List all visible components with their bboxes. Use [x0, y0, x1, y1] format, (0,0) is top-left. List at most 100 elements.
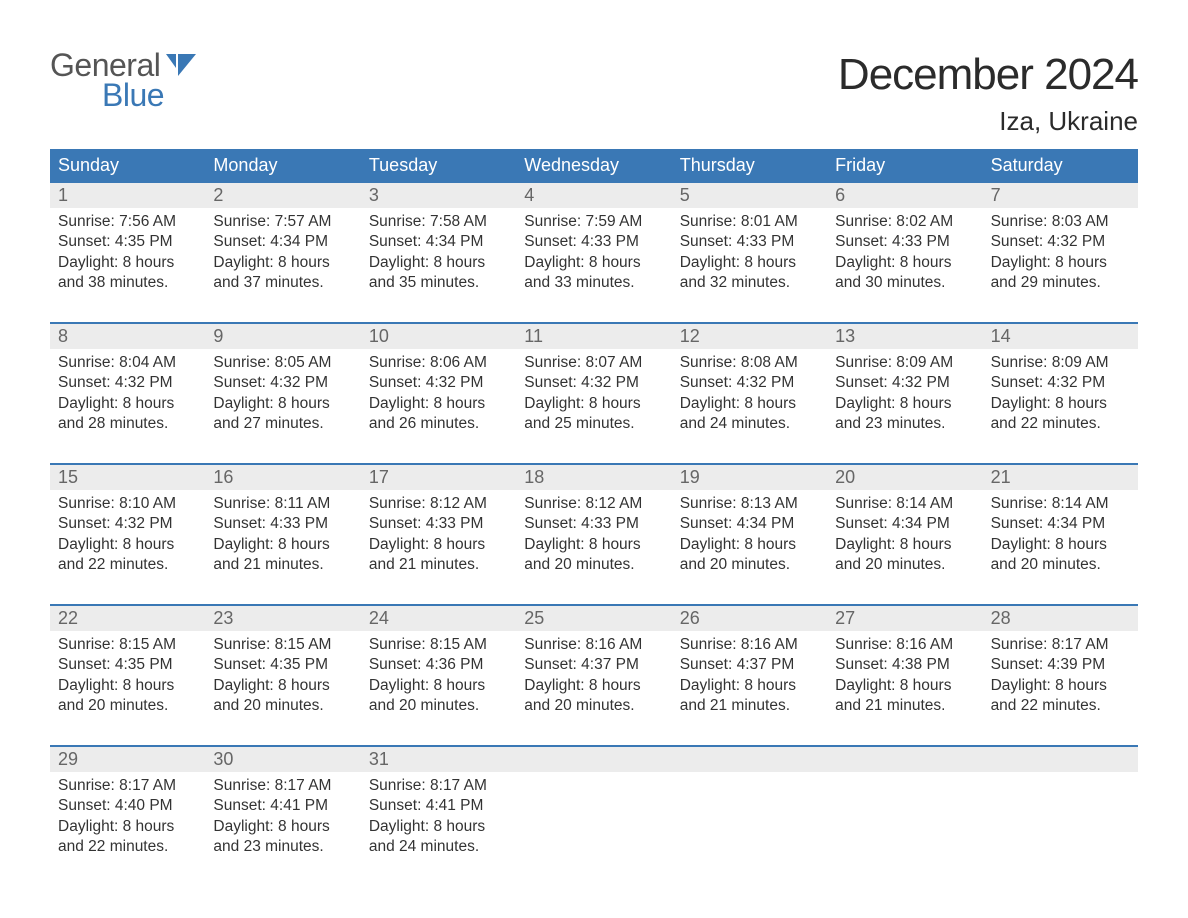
logo-text-top: General: [50, 50, 164, 80]
daylight-line: Daylight: 8 hours and 21 minutes.: [369, 535, 508, 576]
weekday-header-row: SundayMondayTuesdayWednesdayThursdayFrid…: [50, 149, 1138, 183]
day-cell: Sunrise: 8:12 AMSunset: 4:33 PMDaylight:…: [361, 490, 516, 590]
weekday-header: Tuesday: [361, 149, 516, 183]
day-number: 7: [983, 183, 1138, 208]
day-number: 16: [205, 465, 360, 490]
daylight-line: Daylight: 8 hours and 22 minutes.: [991, 676, 1130, 717]
sunrise-line: Sunrise: 8:11 AM: [213, 494, 352, 514]
daylight-line: Daylight: 8 hours and 22 minutes.: [991, 394, 1130, 435]
calendar-week: 891011121314Sunrise: 8:04 AMSunset: 4:32…: [50, 322, 1138, 449]
sunset-line: Sunset: 4:33 PM: [524, 514, 663, 534]
day-number: 26: [672, 606, 827, 631]
sunset-line: Sunset: 4:35 PM: [213, 655, 352, 675]
day-number: 27: [827, 606, 982, 631]
weekday-header: Sunday: [50, 149, 205, 183]
day-cell: Sunrise: 8:14 AMSunset: 4:34 PMDaylight:…: [983, 490, 1138, 590]
sunrise-line: Sunrise: 8:17 AM: [369, 776, 508, 796]
day-cell: Sunrise: 8:04 AMSunset: 4:32 PMDaylight:…: [50, 349, 205, 449]
day-cell: Sunrise: 8:09 AMSunset: 4:32 PMDaylight:…: [827, 349, 982, 449]
day-number-row: 22232425262728: [50, 606, 1138, 631]
page-header: General Blue December 2024 Iza, Ukraine: [50, 50, 1138, 137]
sunset-line: Sunset: 4:32 PM: [213, 373, 352, 393]
daylight-line: Daylight: 8 hours and 35 minutes.: [369, 253, 508, 294]
daylight-line: Daylight: 8 hours and 27 minutes.: [213, 394, 352, 435]
sunrise-line: Sunrise: 8:09 AM: [835, 353, 974, 373]
day-cell: Sunrise: 8:11 AMSunset: 4:33 PMDaylight:…: [205, 490, 360, 590]
sunrise-line: Sunrise: 8:17 AM: [213, 776, 352, 796]
day-number: 24: [361, 606, 516, 631]
sunrise-line: Sunrise: 8:02 AM: [835, 212, 974, 232]
daylight-line: Daylight: 8 hours and 33 minutes.: [524, 253, 663, 294]
sunrise-line: Sunrise: 8:14 AM: [835, 494, 974, 514]
sunrise-line: Sunrise: 8:15 AM: [213, 635, 352, 655]
title-block: December 2024 Iza, Ukraine: [838, 50, 1138, 137]
weekday-header: Wednesday: [516, 149, 671, 183]
calendar-week: 293031Sunrise: 8:17 AMSunset: 4:40 PMDay…: [50, 745, 1138, 872]
day-cell: Sunrise: 8:03 AMSunset: 4:32 PMDaylight:…: [983, 208, 1138, 308]
day-number-row: 891011121314: [50, 324, 1138, 349]
sunrise-line: Sunrise: 7:56 AM: [58, 212, 197, 232]
day-number-row: 1234567: [50, 183, 1138, 208]
daylight-line: Daylight: 8 hours and 20 minutes.: [369, 676, 508, 717]
sunset-line: Sunset: 4:32 PM: [58, 514, 197, 534]
day-cell: [827, 772, 982, 872]
day-number: 17: [361, 465, 516, 490]
sunrise-line: Sunrise: 7:57 AM: [213, 212, 352, 232]
day-number-row: 293031: [50, 747, 1138, 772]
sunset-line: Sunset: 4:40 PM: [58, 796, 197, 816]
sunrise-line: Sunrise: 8:15 AM: [58, 635, 197, 655]
daylight-line: Daylight: 8 hours and 30 minutes.: [835, 253, 974, 294]
weekday-header: Monday: [205, 149, 360, 183]
day-cell: Sunrise: 8:15 AMSunset: 4:36 PMDaylight:…: [361, 631, 516, 731]
day-number: 9: [205, 324, 360, 349]
day-number: 14: [983, 324, 1138, 349]
day-cell: Sunrise: 8:14 AMSunset: 4:34 PMDaylight:…: [827, 490, 982, 590]
day-number: 3: [361, 183, 516, 208]
day-cell: Sunrise: 7:59 AMSunset: 4:33 PMDaylight:…: [516, 208, 671, 308]
day-cell: Sunrise: 8:16 AMSunset: 4:37 PMDaylight:…: [672, 631, 827, 731]
day-cell: Sunrise: 8:17 AMSunset: 4:40 PMDaylight:…: [50, 772, 205, 872]
day-number: 10: [361, 324, 516, 349]
day-number: 22: [50, 606, 205, 631]
sunrise-line: Sunrise: 8:06 AM: [369, 353, 508, 373]
daylight-line: Daylight: 8 hours and 24 minutes.: [680, 394, 819, 435]
sunrise-line: Sunrise: 8:09 AM: [991, 353, 1130, 373]
daylight-line: Daylight: 8 hours and 24 minutes.: [369, 817, 508, 858]
weekday-header: Friday: [827, 149, 982, 183]
sunset-line: Sunset: 4:41 PM: [369, 796, 508, 816]
daylight-line: Daylight: 8 hours and 21 minutes.: [213, 535, 352, 576]
sunset-line: Sunset: 4:38 PM: [835, 655, 974, 675]
day-number: 13: [827, 324, 982, 349]
day-cell: Sunrise: 8:17 AMSunset: 4:41 PMDaylight:…: [361, 772, 516, 872]
day-number: 2: [205, 183, 360, 208]
day-cell: [516, 772, 671, 872]
sunset-line: Sunset: 4:36 PM: [369, 655, 508, 675]
day-cell: Sunrise: 8:15 AMSunset: 4:35 PMDaylight:…: [50, 631, 205, 731]
day-number: [672, 747, 827, 772]
day-number: 20: [827, 465, 982, 490]
sunset-line: Sunset: 4:35 PM: [58, 655, 197, 675]
sunset-line: Sunset: 4:34 PM: [213, 232, 352, 252]
day-number: 25: [516, 606, 671, 631]
day-cell: Sunrise: 7:57 AMSunset: 4:34 PMDaylight:…: [205, 208, 360, 308]
day-number-row: 15161718192021: [50, 465, 1138, 490]
sunrise-line: Sunrise: 8:10 AM: [58, 494, 197, 514]
daylight-line: Daylight: 8 hours and 26 minutes.: [369, 394, 508, 435]
weekday-header: Thursday: [672, 149, 827, 183]
sunset-line: Sunset: 4:32 PM: [835, 373, 974, 393]
day-number: 8: [50, 324, 205, 349]
sunrise-line: Sunrise: 8:07 AM: [524, 353, 663, 373]
sunrise-line: Sunrise: 8:16 AM: [680, 635, 819, 655]
sunrise-line: Sunrise: 8:16 AM: [524, 635, 663, 655]
sunset-line: Sunset: 4:32 PM: [991, 373, 1130, 393]
daylight-line: Daylight: 8 hours and 38 minutes.: [58, 253, 197, 294]
daylight-line: Daylight: 8 hours and 23 minutes.: [213, 817, 352, 858]
daylight-line: Daylight: 8 hours and 21 minutes.: [680, 676, 819, 717]
sunset-line: Sunset: 4:35 PM: [58, 232, 197, 252]
daylight-line: Daylight: 8 hours and 23 minutes.: [835, 394, 974, 435]
day-number: 12: [672, 324, 827, 349]
daylight-line: Daylight: 8 hours and 20 minutes.: [524, 535, 663, 576]
sunset-line: Sunset: 4:33 PM: [369, 514, 508, 534]
sunset-line: Sunset: 4:34 PM: [835, 514, 974, 534]
calendar-week: 22232425262728Sunrise: 8:15 AMSunset: 4:…: [50, 604, 1138, 731]
